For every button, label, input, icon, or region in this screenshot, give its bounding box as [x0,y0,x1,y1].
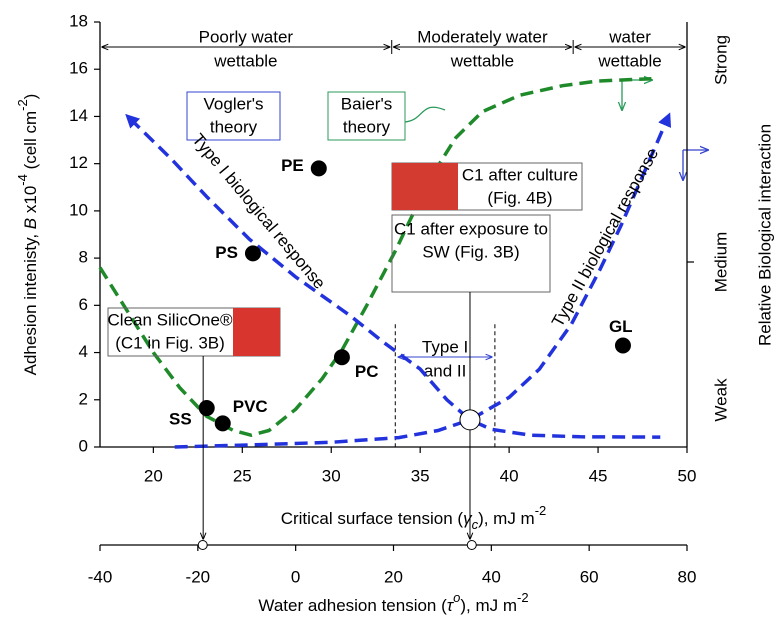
crossing-point [459,409,481,431]
point-label: PVC [233,397,268,416]
label-part: ) [21,94,40,100]
curve [98,76,652,438]
y-tick-label: 10 [69,200,88,219]
sample-label: (C1 in Fig. 3B) [115,333,225,352]
x-tick-label: 35 [411,466,430,485]
region-label: wettable [597,51,661,70]
label-part: (cell cm [21,111,40,174]
label-part: Critical surface tension ( [281,509,464,528]
point-label: PC [355,362,379,381]
y-tick-label: 4 [79,342,88,361]
x-tick-label: 50 [678,466,697,485]
x2-tick-label: 20 [384,567,403,586]
sample-label: SW (Fig. 3B) [422,242,519,261]
label-part: ), mJ m [478,509,535,528]
x2-axis-title: Water adhesion tension (τo), mJ m-2 [258,590,528,615]
data-point [198,400,215,417]
projection-point [466,540,477,550]
curve-label: Type I biological response [188,130,329,293]
region-label: water [608,27,651,46]
sample-label: (Fig. 4B) [487,188,552,207]
label-part: x10 [21,186,40,218]
label-part: -2 [517,590,529,605]
theory-label: Vogler's [204,94,264,113]
label-part: γ [463,509,473,528]
sample-image [233,308,280,356]
theory-label: Baier's [341,94,392,113]
label-part: Adhesion intenisty, [21,229,40,375]
y2-category-label: Medium [711,232,730,292]
data-point [614,337,631,354]
data-point [310,160,327,177]
label-part: ), mJ m [460,596,517,615]
label-part: -4 [15,174,30,186]
projection-point [197,540,208,550]
x2-tick-label: 0 [291,567,300,586]
label-part: o [453,590,460,605]
x-tick-label: 20 [144,466,163,485]
y-tick-label: 2 [79,389,88,408]
x-tick-label: 30 [322,466,341,485]
region-label: wettable [450,51,514,70]
y-tick-label: 18 [69,11,88,30]
label-part: c [472,517,479,532]
y-tick-label: 8 [79,248,88,267]
y2-category-label: Weak [711,378,730,422]
x2-tick-label: -20 [186,567,211,586]
x2-tick-label: 80 [678,567,697,586]
theory-label: theory [210,117,258,136]
x2-tick-label: 40 [482,567,501,586]
x-tick-label: 45 [589,466,608,485]
x-tick-label: 40 [500,466,519,485]
y-tick-label: 14 [69,106,88,125]
y-tick-label: 0 [79,436,88,455]
region-label: Poorly water [199,27,294,46]
x2-tick-label: -40 [88,567,113,586]
theory-box [186,91,281,141]
curve [174,112,672,449]
point-label: PE [281,156,304,175]
label-part: Water adhesion tension ( [258,596,447,615]
region-label: wettable [213,51,277,70]
region-label: Moderately water [417,27,548,46]
y-tick-label: 6 [79,295,88,314]
curve [125,113,661,439]
point-label: GL [609,317,633,336]
y-tick-label: 16 [69,59,88,78]
y2-axis-title: Relative Biological interaction [755,124,774,346]
y-tick-label: 12 [69,153,88,172]
y-axis-title: Adhesion intenisty, B x10-4 (cell cm-2) [15,94,40,376]
data-point [244,245,261,262]
data-point [214,415,231,432]
sample-label: C1 after culture [462,165,578,184]
x-tick-label: 25 [233,466,252,485]
label-part: -2 [15,99,30,111]
point-label: SS [169,410,192,429]
y2-category-label: Strong [711,35,730,85]
point-label: PS [215,243,238,262]
theory-label: theory [343,117,391,136]
sample-label: C1 after exposure to [394,219,548,238]
x2-tick-label: 60 [580,567,599,586]
label-part: -2 [535,503,547,518]
data-point [333,349,350,366]
sample-image [392,163,458,210]
sample-box [391,214,551,293]
sample-label: Clean SilicOne® [108,310,233,329]
label-part: τ [447,596,455,615]
band-label: and II [424,361,467,380]
theory-box [327,91,406,141]
band-label: Type I [422,337,468,356]
label-part: B [21,218,40,229]
x-axis-title: Critical surface tension (γc), mJ m-2 [281,503,547,532]
